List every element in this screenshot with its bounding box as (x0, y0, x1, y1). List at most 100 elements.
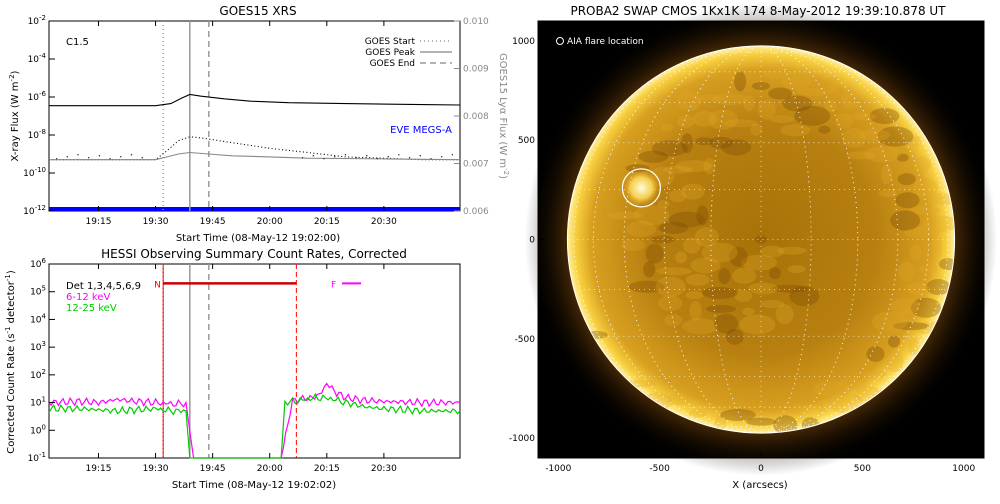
solar-texture-patch (696, 205, 709, 226)
goes-ytick-label: 10-6 (28, 90, 47, 103)
goes-noise-dot (334, 156, 336, 158)
solar-texture-patch (703, 158, 716, 175)
hessi-xlabel: Start Time (08-May-12 19:02:02) (172, 480, 336, 491)
solar-texture-patch (897, 173, 916, 186)
hessi-ytick-label: 102 (30, 368, 46, 381)
aia-flare-location-marker (621, 168, 661, 208)
solar-texture-patch (895, 192, 920, 209)
solar-texture-patch (658, 222, 689, 234)
solar-texture-patch (655, 276, 686, 297)
goes-ytick-label: 10-2 (28, 14, 46, 27)
goes-noise-dot (451, 154, 453, 156)
goes-ylabel-main: X-ray Flux (W m (10, 81, 21, 161)
flare-brightening (623, 169, 660, 206)
solar-texture-patch (688, 409, 707, 418)
solar-texture-patch (780, 124, 811, 137)
solar-texture-patch (910, 297, 941, 318)
hessi-data-layer (48, 264, 461, 459)
solar-texture-patch (755, 235, 767, 244)
solar-texture-patch (781, 70, 812, 91)
solar-texture-patch (760, 300, 785, 308)
night-label: N (154, 280, 161, 290)
solar-texture-patch (664, 314, 683, 326)
solar-texture-patch (734, 71, 747, 92)
hessi-series-12-25kev (48, 392, 461, 459)
solar-texture-patch (878, 189, 897, 198)
solar-texture-patch (658, 295, 683, 312)
goes-y2tick-label: 0.006 (463, 207, 489, 217)
swap-xtick-label: 1000 (952, 464, 975, 474)
solar-texture-patch (852, 112, 877, 121)
solar-texture-patch (782, 95, 813, 112)
solar-texture-patch (842, 127, 867, 148)
solar-texture-patch (904, 226, 940, 239)
goes-ylabel-right: GOES15 Lyα Flux (W m-2) (497, 53, 510, 179)
swap-xtick-label: -500 (649, 464, 670, 474)
solar-texture-patch (628, 280, 665, 293)
solar-texture-patch (888, 335, 900, 348)
hessi-legend-12-25: 12-25 keV (66, 303, 117, 314)
solar-texture-patch (827, 76, 840, 92)
solar-texture-patch (722, 119, 759, 128)
solar-texture-patch (866, 346, 885, 362)
goes-legend-label: GOES Start (365, 37, 416, 47)
hessi-ylabel: Corrected Count Rate (s-1 detector-1) (4, 270, 17, 454)
solar-texture-patch (714, 313, 739, 334)
solar-texture-patch (769, 267, 781, 280)
solar-texture-patch (685, 273, 710, 286)
flare-label: F (331, 280, 336, 290)
hessi-legend-detectors: Det 1,3,4,5,6,9 (66, 281, 141, 292)
solar-texture-patch (893, 322, 929, 331)
swap-ytick-label: 500 (518, 136, 535, 146)
hessi-ytick-label: 100 (30, 423, 46, 436)
goes-xtick-label: 20:00 (257, 217, 283, 227)
hessi-ytick-label: 10-1 (28, 451, 46, 464)
swap-y-ticks: -1000 -500 0 500 1000 (509, 37, 544, 444)
longitude-line (592, 45, 930, 434)
swap-ytick-label: -1000 (509, 434, 535, 444)
solar-texture (583, 63, 955, 434)
swap-solar-image (524, 3, 998, 476)
solar-texture-patch (834, 113, 853, 130)
hessi-x-ticks: 19:15 19:30 19:45 20:00 20:15 20:30 (86, 264, 397, 474)
swap-xtick-label: 500 (854, 464, 871, 474)
goes-y2tick-label: 0.007 (463, 160, 489, 170)
goes-noise-dot (141, 157, 143, 159)
solar-texture-patch (689, 300, 702, 321)
goes-xtick-label: 19:30 (143, 217, 169, 227)
goes-noise-dot (409, 157, 411, 159)
goes-xtick-label: 19:45 (200, 217, 226, 227)
solar-texture-patch (701, 287, 738, 299)
solar-texture-patch (869, 108, 900, 124)
swap-x-ticks: -1000 -500 0 500 1000 (545, 452, 975, 474)
solar-texture-patch (681, 133, 694, 154)
goes-y2tick-label: 0.010 (463, 17, 489, 27)
hessi-xtick-label: 19:15 (86, 464, 112, 474)
solar-texture-patch (846, 151, 877, 160)
solar-texture-patch (768, 87, 793, 100)
solar-grid (567, 45, 955, 434)
solar-texture-patch (729, 246, 748, 267)
solar-texture-patch (743, 95, 756, 112)
solar-texture-patch (890, 210, 921, 231)
hessi-y-ticks: 10-1 100 101 102 103 104 105 106 (28, 257, 55, 464)
solar-texture-patch (725, 328, 744, 345)
solar-texture-patch (657, 200, 670, 209)
solar-texture-patch (862, 370, 887, 379)
flare-location-legend-icon (556, 37, 564, 45)
solar-texture-patch (770, 114, 795, 123)
goes-y2tick-label: 0.008 (463, 112, 489, 122)
goes-ytick-label: 10-12 (23, 204, 46, 217)
solar-texture-patch (789, 403, 808, 416)
goes-noise-dot (56, 158, 58, 160)
goes-noise-dot (419, 155, 421, 157)
hessi-ytick-label: 104 (30, 312, 46, 325)
goes-noise-dot (376, 158, 379, 160)
goes-xlabel: Start Time (08-May-12 19:02:00) (176, 233, 340, 244)
goes-noise-dot (430, 158, 432, 160)
solar-texture-patch (871, 311, 908, 332)
solar-texture-patch (662, 165, 693, 174)
swap-xtick-label: -1000 (545, 464, 571, 474)
hessi-ytick-label: 106 (30, 257, 46, 270)
hessi-plot-frame (48, 263, 461, 459)
